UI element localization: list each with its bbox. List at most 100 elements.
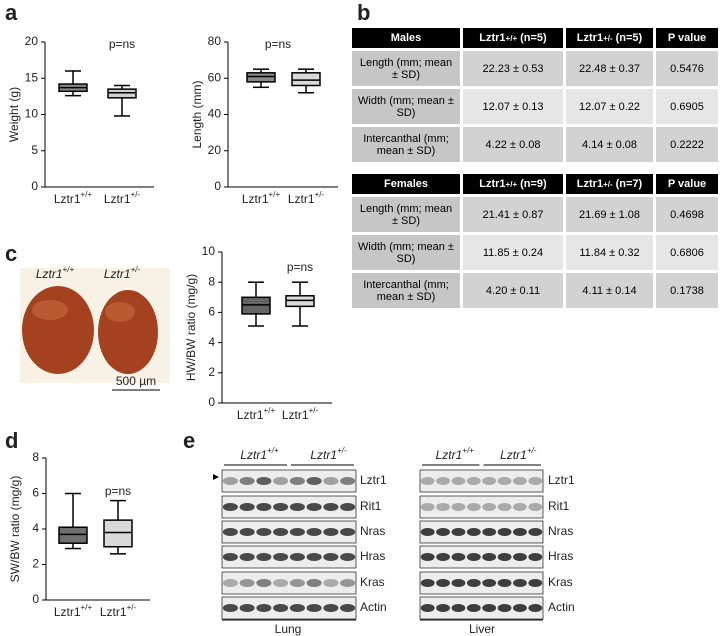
table-cell: 0.4698 [656,197,718,232]
heart [22,286,94,374]
band [451,553,466,561]
band [513,579,527,587]
band [306,604,322,612]
band [306,553,322,561]
y-tick-label: 20 [25,34,39,48]
table-cell: Length (mm; mean ± SD) [352,197,460,232]
band [239,503,255,511]
tissue-label: Lung [275,622,302,636]
band [436,528,450,536]
y-tick-label: 60 [208,70,222,84]
box [103,519,133,548]
band [340,579,356,587]
band [256,528,272,536]
band [222,579,238,587]
gene: Lztr1 [104,267,131,281]
band [466,579,481,587]
gene: Lztr1 [288,192,315,206]
band [289,503,305,511]
band [513,528,527,536]
band [222,477,238,485]
band [222,553,238,561]
band [497,579,512,587]
genotype: +/- [131,190,141,199]
y-axis-label: Length (mm) [190,80,204,148]
blot-strip [221,469,357,493]
x-tick-label: Lztr1+/- [282,406,319,422]
table-cell: 0.6905 [656,89,718,124]
table-cell: Length (mm; mean ± SD) [352,51,460,86]
band [482,579,497,587]
y-tick-label: 20 [208,143,222,157]
protein-label: Actin [360,600,387,614]
blot-strip [419,596,544,620]
genotype: +/- [315,190,325,199]
band [482,528,497,536]
genotype: +/+ [269,190,281,199]
gene: Lztr1 [54,192,81,206]
blot-strip [221,520,357,544]
band [497,528,512,536]
blot-strip [221,545,357,569]
gene: Lztr1 [576,32,604,44]
protein-label: Hras [548,549,573,563]
band [451,604,466,612]
band [482,553,497,561]
band [222,604,238,612]
band [239,579,255,587]
band [306,503,322,511]
band [273,503,289,511]
table-cell: 21.69 ± 1.08 [566,197,653,232]
header-cell: Females [352,174,460,194]
y-tick-label: 5 [31,143,38,157]
band [513,553,527,561]
table-cell: Width (mm; mean ± SD) [352,235,460,270]
band [497,553,512,561]
blot-strip [419,520,544,544]
blot-strip [221,571,357,595]
gene: Lztr1 [237,408,264,422]
band [239,553,255,561]
genotype: +/- [337,446,347,455]
y-tick-label: 15 [25,70,39,84]
y-tick-label: 0 [31,179,38,193]
group-label: Lztr1+/- [310,446,347,462]
band [513,503,527,511]
protein-label: Lztr1 [548,473,575,487]
band [256,503,272,511]
table-cell: 0.2222 [656,127,718,162]
suffix: (n=5) [520,32,547,44]
y-tick-label: 80 [208,34,222,48]
y-tick-label: 2 [208,365,215,379]
y-tick-label: 10 [202,244,216,258]
x-tick-label: Lztr1+/- [104,190,141,206]
protein-label: Nras [548,524,573,538]
y-tick-label: 8 [32,450,39,464]
data-table: Females Lztr1 +/+ (n=9) Lztr1 +/- (n=7) P value… [352,174,718,308]
photo-label: Lztr1+/+ [36,265,75,281]
blot-strip [221,495,357,519]
band [273,579,289,587]
band [497,604,512,612]
protein-label: Kras [548,575,573,589]
box [291,72,321,87]
band [306,579,322,587]
protein-label: Rit1 [360,499,382,513]
panel-label: e [183,428,195,453]
band [482,503,497,511]
band [273,553,289,561]
protein-label: Lztr1 [360,473,387,487]
table-cell: Width (mm; mean ± SD) [352,89,460,124]
band [323,503,339,511]
band [222,528,238,536]
gene: Lztr1 [54,605,81,619]
band [513,604,527,612]
arrowhead [213,474,219,480]
band [451,528,466,536]
y-tick-label: 8 [208,274,215,288]
x-tick-label: Lztr1+/+ [54,603,93,619]
genotype: +/+ [505,33,518,43]
genotype: +/+ [63,265,75,274]
band [420,528,435,536]
table-cell: Intercanthal (mm; mean ± SD) [352,273,460,308]
